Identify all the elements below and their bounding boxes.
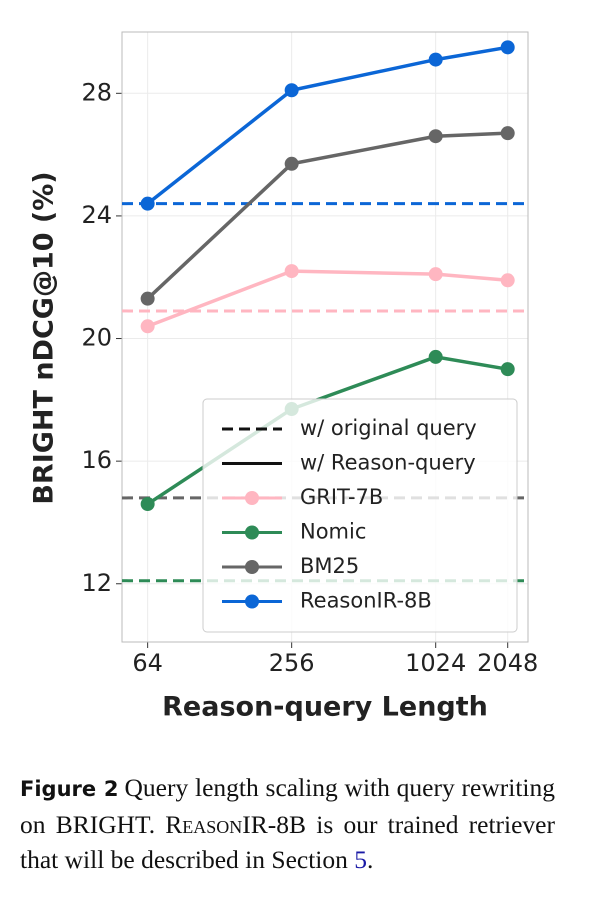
x-tick-label: 2048 bbox=[477, 649, 538, 677]
plot-frame bbox=[121, 31, 529, 643]
series-line bbox=[146, 45, 508, 206]
x-axis-label: Reason-query Length bbox=[162, 692, 488, 723]
legend-label: GRIT-7B bbox=[300, 485, 383, 509]
legend-marker bbox=[245, 594, 259, 609]
caption-text: Query length scaling with query rewritin… bbox=[20, 773, 555, 839]
point bbox=[140, 497, 155, 512]
legend-box bbox=[202, 398, 518, 633]
caption-label: Figure 2 bbox=[20, 777, 119, 801]
x-tick-label: 64 bbox=[132, 649, 163, 677]
caption-ref[interactable]: 5 bbox=[354, 845, 368, 874]
x-tick-label: 256 bbox=[269, 649, 315, 677]
point bbox=[500, 126, 515, 141]
point bbox=[140, 319, 155, 334]
legend-marker bbox=[245, 525, 259, 540]
point bbox=[284, 156, 299, 171]
chart: Reason-query Length BRIGHT nDCG@10 (%) 1… bbox=[29, 31, 538, 723]
caption-text: is our trained retriever that will be de… bbox=[20, 810, 555, 874]
caption-model: ReasonIR-8B bbox=[165, 810, 307, 839]
y-tick-label: 16 bbox=[81, 446, 112, 474]
legend-label: BM25 bbox=[300, 554, 359, 578]
point bbox=[500, 362, 515, 377]
legend-marker bbox=[245, 491, 259, 505]
point bbox=[140, 291, 155, 306]
y-axis-label: BRIGHT nDCG@10 (%) bbox=[29, 171, 60, 504]
series-line bbox=[147, 269, 508, 328]
point bbox=[140, 196, 155, 211]
legend: w/ original query w/ Reason-query GRIT-7B N… bbox=[202, 398, 518, 633]
legend-label: Nomic bbox=[300, 520, 366, 544]
y-tick-label: 28 bbox=[81, 78, 112, 106]
caption-text: . bbox=[367, 845, 374, 874]
point bbox=[428, 349, 443, 364]
y-tick-label: 24 bbox=[81, 201, 112, 229]
point bbox=[428, 129, 443, 144]
legend-marker bbox=[245, 560, 259, 574]
point bbox=[500, 273, 515, 288]
point bbox=[284, 264, 299, 279]
point bbox=[284, 83, 299, 98]
point bbox=[428, 52, 443, 67]
caption: Figure 2 Query length scaling with query … bbox=[20, 770, 555, 877]
legend-label: ReasonIR-8B bbox=[300, 589, 432, 613]
legend-label: w/ original query bbox=[300, 416, 477, 440]
point bbox=[500, 40, 515, 55]
legend-label: w/ Reason-query bbox=[300, 451, 476, 475]
x-tick-label: 1024 bbox=[405, 649, 466, 677]
y-tick-label: 20 bbox=[81, 324, 112, 352]
point bbox=[428, 267, 443, 282]
series-line bbox=[146, 131, 508, 300]
y-tick-label: 12 bbox=[81, 569, 112, 597]
